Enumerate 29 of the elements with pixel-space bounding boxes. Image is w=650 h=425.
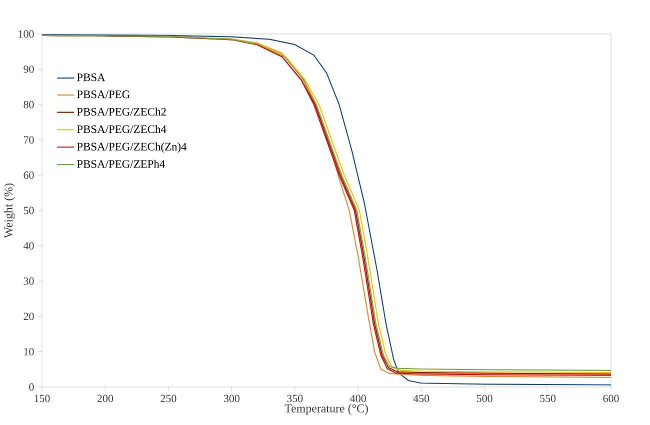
legend-label: PBSA bbox=[76, 73, 106, 82]
legend-label: PBSA/PEG bbox=[76, 90, 130, 98]
x-tick-label: 450 bbox=[413, 394, 430, 402]
x-tick-label: 200 bbox=[97, 394, 114, 402]
y-tick-label: 50 bbox=[24, 206, 34, 214]
x-tick-label: 600 bbox=[603, 394, 619, 402]
y-tick-label: 70 bbox=[24, 136, 34, 144]
x-tick-label: 350 bbox=[287, 394, 303, 402]
legend-label: PBSA/PEG/ZECh4 bbox=[76, 124, 166, 134]
y-tick-label: 90 bbox=[24, 66, 34, 73]
x-tick-label: 500 bbox=[476, 394, 492, 402]
y-tick-label: 30 bbox=[24, 277, 34, 285]
x-tick-label: 300 bbox=[224, 394, 240, 402]
legend-label: PBSA/PEG/ZECh2 bbox=[76, 108, 166, 116]
x-tick-label: 550 bbox=[540, 394, 556, 402]
x-tick-label: 150 bbox=[34, 394, 50, 402]
x-axis-title: Temperature (°C) bbox=[284, 404, 368, 415]
legend-label: PBSA/PEG/ZEPh4 bbox=[76, 160, 165, 168]
legend-label: PBSA/PEG/ZECh(Zn)4 bbox=[76, 142, 187, 153]
y-tick-label: 40 bbox=[23, 242, 34, 250]
y-tick-label: 20 bbox=[24, 312, 34, 320]
y-tick-label: 0 bbox=[29, 383, 34, 391]
y-tick-label: 100 bbox=[18, 30, 34, 38]
x-tick-label: 400 bbox=[350, 394, 366, 402]
y-tick-label: 10 bbox=[24, 348, 34, 356]
y-tick-label: 60 bbox=[24, 172, 34, 179]
y-tick-label: 80 bbox=[24, 100, 34, 108]
x-tick-label: 250 bbox=[160, 394, 176, 402]
y-axis-title: Weight (%) bbox=[4, 183, 15, 238]
